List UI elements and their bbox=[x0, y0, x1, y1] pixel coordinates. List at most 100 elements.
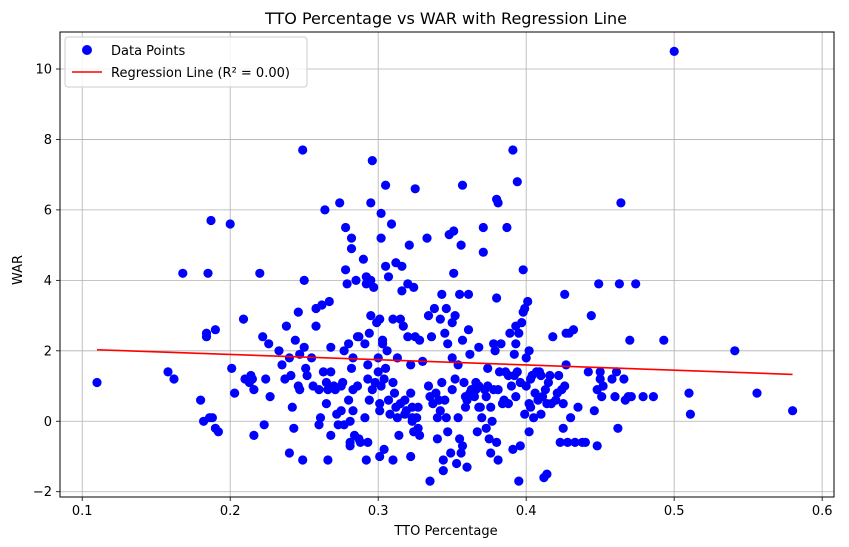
y-tick-label: −2 bbox=[33, 485, 52, 500]
data-point bbox=[423, 311, 434, 321]
data-point bbox=[206, 215, 216, 226]
data-point bbox=[595, 367, 605, 377]
data-point bbox=[413, 402, 423, 412]
data-point bbox=[447, 318, 457, 328]
data-point bbox=[348, 406, 358, 416]
data-point bbox=[318, 367, 328, 377]
data-point bbox=[457, 441, 468, 451]
data-point bbox=[512, 367, 522, 377]
data-point bbox=[568, 325, 579, 335]
data-point bbox=[607, 374, 617, 384]
data-point bbox=[730, 346, 740, 356]
data-point bbox=[364, 328, 374, 338]
data-point bbox=[213, 427, 223, 437]
data-point bbox=[373, 353, 383, 363]
data-point bbox=[375, 314, 385, 324]
data-point bbox=[360, 339, 370, 349]
data-point bbox=[456, 240, 466, 250]
data-point bbox=[455, 289, 465, 299]
data-point bbox=[514, 328, 524, 338]
data-point bbox=[398, 321, 408, 331]
y-tick-label: 8 bbox=[44, 133, 52, 148]
data-point bbox=[536, 409, 546, 419]
data-point bbox=[376, 381, 386, 391]
data-point bbox=[373, 367, 383, 377]
data-point bbox=[472, 427, 482, 437]
data-point bbox=[475, 402, 485, 412]
data-point bbox=[443, 339, 453, 349]
data-point bbox=[515, 441, 525, 451]
data-point bbox=[383, 272, 394, 282]
data-point bbox=[406, 360, 416, 370]
data-point bbox=[163, 367, 173, 377]
plot-area bbox=[92, 46, 798, 486]
data-point bbox=[345, 416, 355, 426]
y-tick-label: 10 bbox=[35, 62, 52, 77]
chart-title: TTO Percentage vs WAR with Regression Li… bbox=[264, 9, 627, 28]
data-point bbox=[326, 342, 336, 352]
data-point bbox=[788, 406, 798, 416]
data-point bbox=[508, 145, 518, 155]
axis-ticks: 0.1 0.2 0.3 0.4 0.5 0.6 −2 0 2 4 6 8 10 bbox=[33, 62, 833, 519]
data-point bbox=[412, 413, 422, 423]
data-point bbox=[314, 385, 324, 395]
data-point bbox=[336, 406, 346, 416]
data-point bbox=[375, 406, 385, 416]
data-point bbox=[326, 367, 336, 377]
data-point bbox=[369, 282, 379, 292]
data-point bbox=[478, 247, 488, 257]
x-tick-label: 0.4 bbox=[516, 504, 537, 519]
x-tick-label: 0.5 bbox=[664, 504, 685, 519]
data-point bbox=[338, 377, 348, 388]
data-point bbox=[281, 321, 291, 331]
data-point bbox=[385, 409, 395, 419]
data-point bbox=[230, 388, 240, 398]
data-point bbox=[555, 437, 565, 447]
data-point bbox=[465, 349, 475, 359]
data-point bbox=[452, 458, 462, 469]
data-point bbox=[580, 437, 591, 447]
data-point bbox=[375, 451, 385, 462]
data-point bbox=[586, 311, 596, 321]
data-point bbox=[286, 370, 296, 381]
data-point bbox=[625, 335, 635, 345]
data-point bbox=[431, 388, 441, 398]
y-tick-label: 4 bbox=[44, 274, 52, 289]
data-point bbox=[346, 363, 357, 373]
data-point bbox=[530, 388, 540, 398]
data-point bbox=[432, 434, 442, 444]
data-point bbox=[375, 399, 385, 409]
data-point bbox=[406, 451, 416, 462]
data-point bbox=[447, 353, 457, 363]
data-point bbox=[511, 392, 521, 402]
data-point bbox=[381, 363, 391, 373]
data-point bbox=[274, 346, 284, 356]
data-point bbox=[521, 381, 531, 391]
data-point bbox=[613, 423, 623, 433]
data-point bbox=[435, 314, 445, 324]
data-point bbox=[493, 455, 503, 465]
data-point bbox=[520, 409, 530, 419]
data-point bbox=[543, 377, 554, 388]
data-point bbox=[592, 441, 602, 451]
data-point bbox=[415, 335, 425, 345]
data-point bbox=[383, 395, 394, 405]
data-point bbox=[293, 307, 303, 317]
data-point bbox=[323, 455, 333, 465]
data-point bbox=[261, 374, 271, 384]
data-point bbox=[685, 409, 696, 419]
data-point bbox=[489, 339, 499, 349]
data-point bbox=[509, 349, 519, 359]
data-point bbox=[360, 413, 370, 423]
data-point bbox=[545, 370, 555, 381]
data-point bbox=[548, 332, 558, 342]
data-point bbox=[463, 325, 474, 335]
data-point bbox=[413, 423, 423, 433]
data-point bbox=[326, 430, 336, 440]
data-point bbox=[435, 406, 445, 416]
data-point bbox=[92, 377, 102, 388]
data-point bbox=[589, 406, 599, 416]
data-point bbox=[481, 392, 491, 402]
